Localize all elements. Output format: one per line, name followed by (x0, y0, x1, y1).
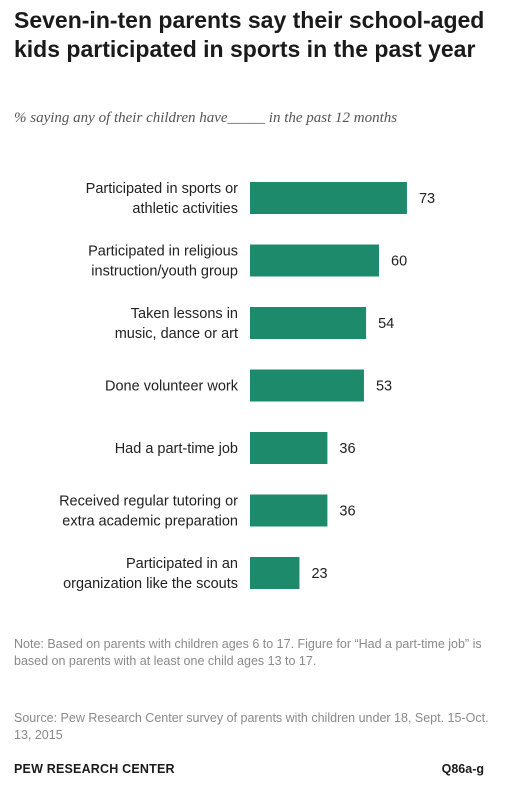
category-label: Done volunteer work (105, 379, 239, 395)
bar (250, 557, 300, 589)
bar (250, 494, 328, 527)
value-label: 36 (339, 441, 355, 457)
bar (250, 432, 328, 464)
bar (250, 244, 379, 277)
bar (250, 182, 407, 214)
chart-source: Source: Pew Research Center survey of pa… (14, 711, 489, 742)
brand-label: PEW RESEARCH CENTER (14, 762, 175, 776)
category-label: Participated in an organization like the … (63, 556, 238, 592)
value-label: 54 (378, 316, 394, 332)
value-label: 60 (391, 254, 407, 270)
category-label: Participated in religious instruction/you… (88, 244, 238, 280)
chart-title: Seven-in-ten parents say their school-ag… (14, 7, 485, 62)
bar (250, 307, 367, 339)
bar-chart: Participated in sports or athletic activi… (59, 181, 435, 592)
category-label: Received regular tutoring or extra academ… (59, 494, 238, 530)
value-label: 23 (311, 566, 327, 582)
category-label: Participated in sports or athletic activi… (86, 181, 238, 217)
bar (250, 369, 364, 402)
question-code: Q86a-g (441, 762, 484, 776)
category-label: Had a part-time job (115, 441, 238, 457)
value-label: 36 (339, 504, 355, 520)
value-label: 53 (376, 379, 392, 395)
chart-subtitle: % saying any of their children have_____… (14, 110, 398, 126)
chart-note: Note: Based on parents with children age… (14, 637, 482, 668)
category-label: Taken lessons in music, dance or art (115, 306, 238, 342)
value-label: 73 (419, 191, 435, 207)
